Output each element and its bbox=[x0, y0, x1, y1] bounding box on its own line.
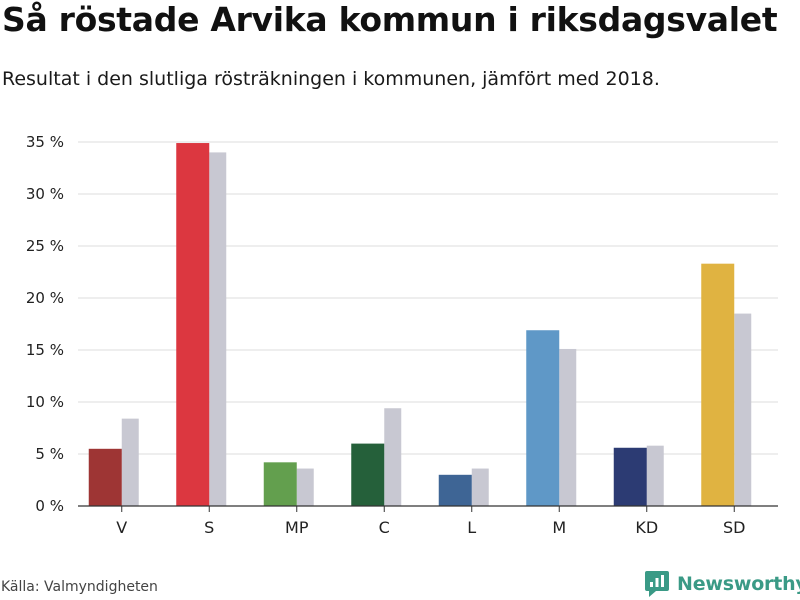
brand-name: Newsworthy bbox=[677, 573, 800, 595]
bar-current-kd bbox=[613, 447, 647, 506]
bar-2018-c bbox=[384, 408, 402, 506]
x-tick-label: C bbox=[379, 518, 390, 537]
y-tick-label: 0 % bbox=[35, 497, 64, 515]
bar-current-mp bbox=[263, 462, 297, 506]
y-tick-label: 15 % bbox=[26, 341, 64, 359]
bar-2018-kd bbox=[646, 445, 664, 506]
x-tick-label: V bbox=[116, 518, 127, 537]
bar-2018-sd bbox=[734, 313, 752, 506]
x-tick-label: M bbox=[552, 518, 566, 537]
bar-2018-m bbox=[559, 348, 577, 506]
chart-title: Så röstade Arvika kommun i riksdagsvalet bbox=[2, 0, 778, 39]
y-tick-label: 30 % bbox=[26, 185, 64, 203]
bar-2018-v bbox=[121, 418, 139, 506]
y-tick-label: 25 % bbox=[26, 237, 64, 255]
newsworthy-logo: Newsworthy bbox=[644, 570, 800, 598]
bar-2018-l bbox=[471, 468, 489, 506]
x-tick-label: KD bbox=[635, 518, 658, 537]
y-tick-label: 35 % bbox=[26, 133, 64, 151]
x-tick-label: L bbox=[467, 518, 476, 537]
bar-current-s bbox=[176, 143, 210, 507]
y-tick-label: 20 % bbox=[26, 289, 64, 307]
x-axis-ticks: V S MP C L M KD SD bbox=[116, 506, 745, 537]
x-tick-label: MP bbox=[285, 518, 309, 537]
y-tick-label: 10 % bbox=[26, 393, 64, 411]
newsworthy-logo-icon bbox=[645, 571, 669, 597]
y-tick-label: 5 % bbox=[35, 445, 64, 463]
x-tick-label: SD bbox=[723, 518, 745, 537]
chart-subtitle: Resultat i den slutliga rösträkningen i … bbox=[2, 68, 660, 90]
bars bbox=[88, 143, 752, 507]
bar-chart: 0 % 5 % 10 % 15 % 20 % 25 % 30 % 35 % V S MP C L M KD… bbox=[26, 133, 778, 537]
bar-current-l bbox=[438, 474, 472, 506]
bar-current-c bbox=[351, 443, 385, 506]
source-note: Källa: Valmyndigheten bbox=[1, 579, 158, 595]
bar-2018-mp bbox=[296, 468, 314, 506]
bar-2018-s bbox=[209, 152, 227, 506]
y-axis-ticks: 0 % 5 % 10 % 15 % 20 % 25 % 30 % 35 % bbox=[26, 133, 64, 515]
bar-current-sd bbox=[701, 263, 735, 506]
bar-current-v bbox=[88, 448, 122, 506]
x-tick-label: S bbox=[204, 518, 214, 537]
bar-current-m bbox=[526, 330, 560, 506]
